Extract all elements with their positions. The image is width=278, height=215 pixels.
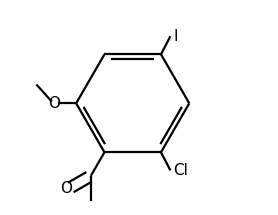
Text: Cl: Cl [173,163,188,178]
Text: I: I [173,29,178,44]
Text: O: O [48,96,60,111]
Text: O: O [61,181,73,196]
